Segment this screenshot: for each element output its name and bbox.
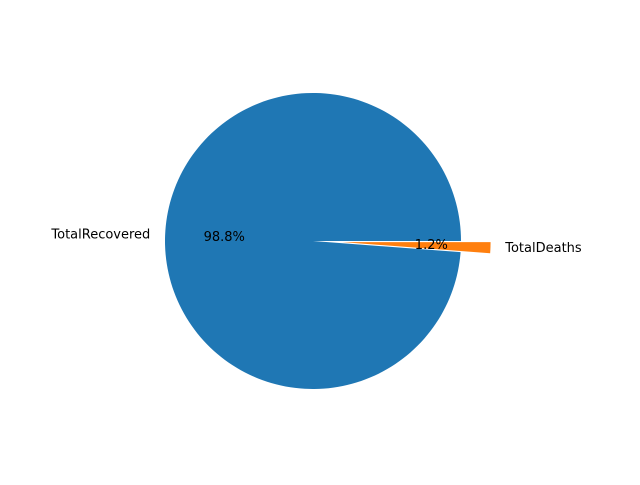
slice-label-total-recovered: TotalRecovered	[50, 227, 150, 242]
slice-percent-total-deaths: 1.2%	[415, 238, 448, 253]
pie-wedges	[165, 93, 491, 390]
pie-slice-total-recovered	[165, 93, 461, 390]
pie-labels: TotalRecovered 98.8% TotalDeaths 1.2%	[50, 227, 582, 255]
pie-slice-total-deaths	[342, 242, 491, 254]
slice-label-total-deaths: TotalDeaths	[504, 241, 582, 256]
slice-percent-total-recovered: 98.8%	[204, 230, 245, 245]
